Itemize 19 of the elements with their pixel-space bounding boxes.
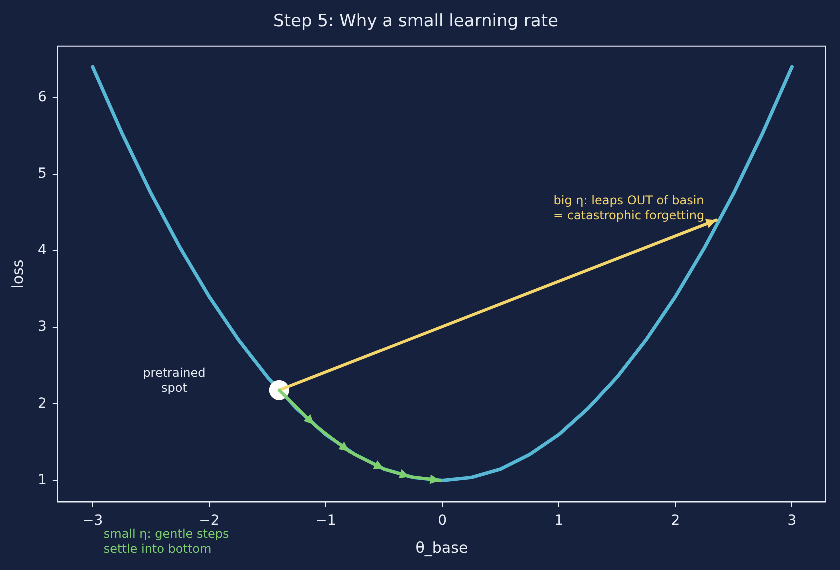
annotation: pretrained spot — [143, 366, 206, 395]
text: small η: gentle steps settle into bottom — [104, 526, 230, 556]
annotation: big η: leaps OUT of basin = catastrophic forgetting — [553, 193, 705, 222]
y-tick-label: 1 — [38, 472, 47, 488]
x-tick-label: −3 — [82, 513, 104, 530]
x-tick-label: 0 — [438, 513, 447, 530]
y-tick-label: 2 — [38, 396, 47, 412]
y-tick-label: 6 — [38, 89, 47, 106]
x-tick-label: 1 — [554, 513, 564, 530]
y-tick-label: 3 — [38, 319, 47, 336]
x-tick-label: −2 — [199, 513, 220, 530]
x-tick-label: 2 — [671, 513, 680, 530]
y-tick-label: 5 — [38, 166, 47, 182]
x-tick-label: −1 — [316, 513, 336, 530]
chart-title: Step 5: Why a small learning rate — [274, 12, 558, 32]
y-axis-title: loss — [8, 260, 27, 289]
x-axis-title: θ_base — [416, 538, 468, 557]
x-tick-label: 3 — [788, 513, 797, 530]
y-tick-label: 4 — [38, 242, 47, 259]
